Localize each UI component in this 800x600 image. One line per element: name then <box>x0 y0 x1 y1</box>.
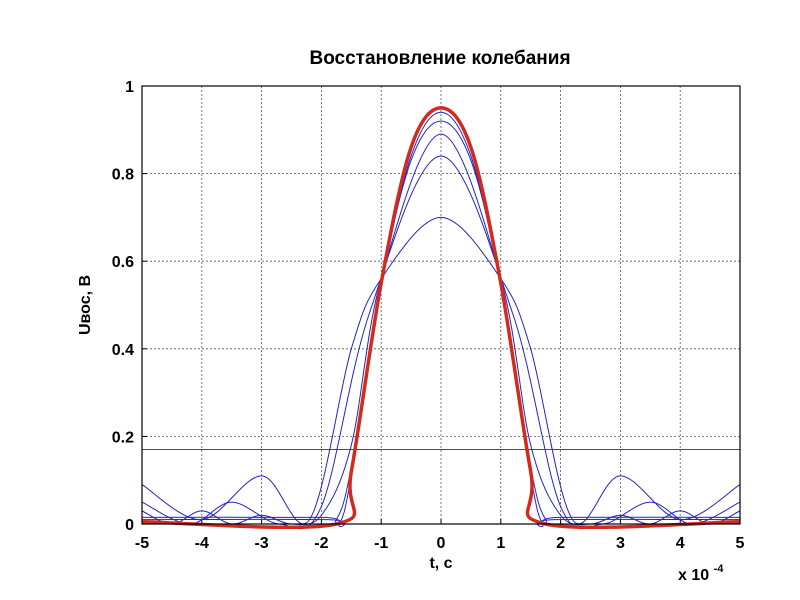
x-tick-label: 2 <box>556 535 565 552</box>
plot-frame <box>141 85 741 525</box>
x-tick-labels: -5 -4 -3 -2 -1 0 1 2 3 4 5 <box>135 535 745 552</box>
x-tick-label: 0 <box>437 535 446 552</box>
y-axis-label: Uвос, В <box>77 275 94 335</box>
x-tick-label: -1 <box>374 535 388 552</box>
x-tick-label: 4 <box>676 535 685 552</box>
y-tick-label: 1 <box>125 79 134 96</box>
y-tick-label: 0.6 <box>112 254 134 271</box>
y-tick-label: 0.2 <box>112 429 134 446</box>
x-tick-label: 3 <box>616 535 625 552</box>
y-tick-label: 0.4 <box>112 342 134 359</box>
x-tick-label: 5 <box>736 535 745 552</box>
grid <box>141 85 741 525</box>
series-line-1 <box>141 216 741 525</box>
x-tick-label: -2 <box>314 535 328 552</box>
x-tick-label: -4 <box>195 535 209 552</box>
y-tick-labels: 0 0.2 0.4 0.6 0.8 1 <box>112 79 134 534</box>
series-line-2 <box>141 155 741 530</box>
y-tick-label: 0 <box>125 517 134 534</box>
x-multiplier-exponent: -4 <box>714 563 725 575</box>
series-line-highlight <box>141 106 741 530</box>
x-tick-label: -5 <box>135 535 149 552</box>
series-line-3 <box>141 133 741 526</box>
x-tick-label: -3 <box>254 535 268 552</box>
chart-title: Восстановление колебания <box>309 48 570 69</box>
x-multiplier-base: x 10 <box>678 567 709 584</box>
x-tick-label: 1 <box>496 535 505 552</box>
y-tick-label: 0.8 <box>112 167 134 184</box>
x-multiplier: x 10 -4 <box>678 563 724 584</box>
series-group <box>141 106 741 530</box>
plot-area <box>141 85 741 530</box>
x-axis-label: t, c <box>429 555 452 572</box>
